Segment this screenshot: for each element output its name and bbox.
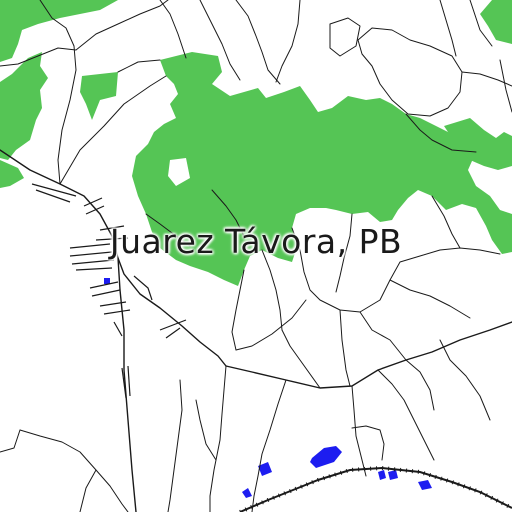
water-pond-6	[388, 470, 398, 480]
street-15	[165, 327, 181, 339]
vegetation-layer	[0, 0, 512, 286]
road-track-36	[235, 299, 307, 351]
water-pond-2	[258, 462, 272, 476]
road-track-22	[231, 269, 245, 351]
vegetation-area-right	[444, 118, 512, 170]
vegetation-area-top-left	[0, 0, 118, 62]
road-track-14	[469, 0, 493, 47]
water-pond-7	[104, 278, 110, 284]
street-14	[159, 319, 187, 331]
road-track-37	[439, 339, 491, 421]
railway-layer	[239, 465, 512, 512]
water-layer	[104, 278, 432, 498]
street-10	[91, 289, 121, 297]
road-track-24	[335, 213, 353, 293]
road-track-28	[351, 385, 367, 477]
road-track-8	[235, 0, 281, 85]
road-track-38	[405, 359, 435, 411]
road-track-35	[0, 429, 21, 453]
road-track-1	[39, 0, 77, 185]
railway-line	[239, 466, 512, 512]
road-track-29	[377, 369, 435, 461]
road-track-32	[351, 425, 385, 461]
water-pond-4	[418, 480, 432, 490]
road-track-7	[199, 0, 241, 81]
road-track-4	[59, 75, 167, 185]
street-7	[71, 259, 115, 265]
road-track-15	[499, 59, 512, 113]
street-18	[133, 275, 153, 301]
road-track-40	[145, 213, 191, 247]
road-track-5	[159, 0, 187, 59]
street-20	[95, 237, 129, 241]
water-pond-5	[378, 470, 386, 480]
road-track-20	[389, 279, 471, 319]
road-track-17	[291, 227, 501, 313]
street-1	[31, 183, 77, 197]
road-track-25	[431, 195, 461, 249]
vegetation-area-left	[0, 52, 48, 160]
road-track-13	[439, 0, 457, 57]
street-9	[89, 281, 119, 289]
road-track-6	[117, 59, 161, 73]
road-track-31	[195, 399, 217, 461]
road-track-27	[251, 379, 287, 512]
road-track-26	[209, 365, 227, 512]
street-11	[99, 301, 127, 307]
street-19	[99, 225, 125, 231]
road-east	[225, 321, 512, 389]
road-track-10	[329, 17, 361, 57]
road-highway	[0, 149, 227, 367]
street-17	[127, 365, 131, 397]
street-6	[69, 251, 113, 257]
road-track-3	[0, 47, 77, 67]
road-track-16	[405, 113, 477, 153]
road-track-18	[339, 309, 351, 387]
road-track-33	[19, 429, 129, 512]
road-track-39	[211, 189, 245, 237]
street-4	[85, 205, 105, 215]
town-streets-layer	[31, 183, 187, 399]
street-13	[113, 321, 123, 337]
road-track-30	[167, 379, 183, 512]
vegetation-area-forest-gap	[168, 158, 190, 186]
street-12	[103, 309, 131, 315]
water-pond-3	[242, 488, 252, 498]
road-track-21	[261, 249, 283, 331]
street-8	[75, 267, 113, 271]
street-2	[35, 189, 71, 203]
street-16	[121, 367, 127, 399]
road-track-34	[79, 469, 97, 512]
road-track-2	[75, 0, 169, 51]
place-label: Juarez Távora, PB	[109, 222, 403, 261]
road-south	[117, 257, 137, 512]
water-pond-1	[310, 446, 342, 468]
road-track-19	[359, 311, 407, 361]
vegetation-area-top-right	[480, 0, 512, 44]
vegetation-area-main-forest	[132, 52, 512, 286]
road-track-11	[357, 27, 463, 117]
railway-ties	[239, 465, 512, 512]
street-5	[69, 243, 111, 249]
vegetation-area-small	[80, 72, 118, 120]
road-track-9	[275, 0, 301, 83]
road-track-23	[281, 329, 321, 389]
street-3	[83, 197, 103, 207]
vegetation-area-left-lower	[0, 160, 24, 188]
